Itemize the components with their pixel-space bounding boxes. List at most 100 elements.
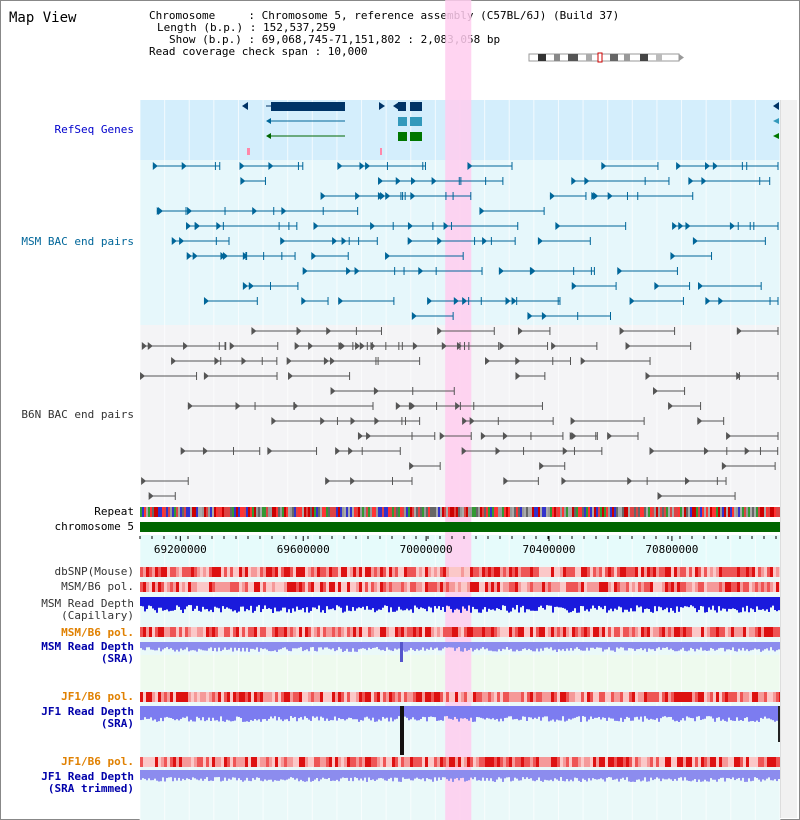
jf1-read-depth-sra-label[interactable]: JF1 Read Depth (SRA) <box>41 706 134 730</box>
repeat-segment <box>634 507 636 517</box>
chromosome-ideogram[interactable] <box>528 52 684 63</box>
repeat-segment <box>696 507 698 517</box>
vertical-scrollbar[interactable] <box>780 100 797 818</box>
repeat-segment <box>652 507 654 517</box>
msm-read-depth-capillary-label[interactable]: MSM Read Depth (Capillary) <box>41 598 134 622</box>
msm-capillary-depth-bar <box>746 597 748 606</box>
msm-capillary-depth-bar <box>644 597 646 610</box>
jf1-b6-pol2-cell <box>461 757 464 767</box>
msm-capillary-depth-bar <box>768 597 770 612</box>
jf1-trimmed-depth-bar <box>264 770 266 780</box>
refseq-genes-label[interactable]: RefSeq Genes <box>54 123 134 136</box>
msm-capillary-depth-bar <box>142 597 144 607</box>
msm-capillary-depth-bar <box>666 597 668 608</box>
msm-capillary-depth-bar <box>362 597 364 607</box>
msm-capillary-depth-bar <box>610 597 612 609</box>
msm-bac-end <box>378 177 384 185</box>
msm-capillary-depth-bar <box>618 597 620 607</box>
msm-sra-depth-bar <box>288 642 290 651</box>
repeat-segment <box>766 507 768 517</box>
b6n-bac-end-pairs-label[interactable]: B6N BAC end pairs <box>21 408 134 421</box>
jf1-read-depth-trimmed-label[interactable]: JF1 Read Depth (SRA trimmed) <box>41 771 134 795</box>
msm-b6-pol2-cell <box>470 627 473 637</box>
jf1-trimmed-depth-bar <box>436 770 438 781</box>
b6n-bac-end <box>569 432 575 440</box>
repeat-segment <box>632 507 634 517</box>
msm-capillary-depth-bar <box>254 597 256 611</box>
jf1-sra-depth-bar <box>466 706 468 720</box>
msm-sra-depth-bar <box>552 642 554 651</box>
msm-b6-pol2-cell <box>530 627 533 637</box>
msm-sra-depth-bar <box>278 642 280 650</box>
repeat-segment <box>742 507 744 517</box>
msm-sra-depth-bar <box>506 642 508 648</box>
dbsnp-mouse-label[interactable]: dbSNP(Mouse) <box>54 565 134 578</box>
msm-sra-depth-bar <box>338 642 340 648</box>
msm-sra-depth-bar <box>244 642 246 652</box>
msm-b6-pol-cell <box>149 582 152 592</box>
dbsnp-cell <box>296 567 299 577</box>
jf1-sra-depth-bar <box>346 706 348 720</box>
msm-capillary-depth-bar <box>184 597 186 610</box>
msm-b6-pol-2-label[interactable]: MSM/B6 pol. <box>61 626 134 639</box>
jf1-b6-pol2-cell <box>539 757 542 767</box>
dbsnp-cell <box>707 567 710 577</box>
jf1-b6-pol2-cell <box>485 757 488 767</box>
msm-sra-depth-bar <box>444 642 446 648</box>
msm-b6-pol-cell <box>464 582 467 592</box>
repeat-segment <box>752 507 754 517</box>
b6n-bac-end <box>148 492 154 500</box>
jf1-sra-depth-bar <box>658 706 660 722</box>
msm-sra-depth-bar <box>572 642 574 651</box>
repeat-segment <box>212 507 214 517</box>
msm-sra-depth-bar <box>170 642 172 649</box>
jf1-b6-pol-cell <box>413 692 416 702</box>
msm-b6-pol-cell <box>227 582 230 592</box>
msm-bac-end <box>355 192 361 200</box>
msm-read-depth-sra-label[interactable]: MSM Read Depth (SRA) <box>41 641 134 665</box>
msm-sra-depth-bar <box>150 642 152 650</box>
jf1-trimmed-depth-bar <box>246 770 248 778</box>
dbsnp-cell <box>350 567 353 577</box>
jf1-sra-depth-bar <box>634 706 636 718</box>
msm-b6-pol-label[interactable]: MSM/B6 pol. <box>61 580 134 593</box>
repeat-segment <box>746 507 748 517</box>
b6n-bac-end <box>183 342 189 350</box>
repeat-segment <box>324 507 326 517</box>
msm-bac-end <box>346 267 352 275</box>
msm-b6-pol-cell <box>452 582 455 592</box>
msm-b6-pol-cell <box>569 582 572 592</box>
msm-b6-pol2-cell <box>770 627 773 637</box>
jf1-sra-depth-bar <box>600 706 602 720</box>
jf1-b6-pol-cell <box>602 692 605 702</box>
jf1-b6-pol2-cell <box>329 757 332 767</box>
msm-capillary-depth-bar <box>242 597 244 607</box>
msm-bac-end <box>541 312 547 320</box>
jf1-trimmed-depth-bar <box>616 770 618 779</box>
msm-capillary-depth-bar <box>312 597 314 608</box>
jf1-trimmed-depth-bar <box>430 770 432 780</box>
msm-b6-pol-cell <box>236 582 239 592</box>
msm-capillary-depth-bar <box>266 597 268 609</box>
b6n-bac-end <box>325 477 331 485</box>
msm-sra-depth-bar <box>564 642 566 652</box>
msm-bac-end-pairs-label[interactable]: MSM BAC end pairs <box>21 235 134 248</box>
jf1-sra-depth-bar <box>194 706 196 722</box>
msm-b6-pol-cell <box>677 582 680 592</box>
repeat-segment <box>484 507 486 517</box>
msm-capillary-depth-bar <box>724 597 726 609</box>
repeat-segment <box>340 507 342 517</box>
msm-sra-depth-bar <box>410 642 412 648</box>
msm-bac-end <box>688 177 694 185</box>
dbsnp-cell <box>269 567 272 577</box>
jf1-b6-pol-label[interactable]: JF1/B6 pol. <box>61 690 134 703</box>
jf1-b6-pol-2-label[interactable]: JF1/B6 pol. <box>61 755 134 768</box>
jf1-sra-depth-bar <box>464 706 466 719</box>
repeat-segment <box>670 507 672 517</box>
repeat-segment <box>712 507 714 517</box>
msm-b6-pol-cell <box>392 582 395 592</box>
msm-sra-depth-bar <box>706 642 708 651</box>
msm-b6-pol-cell <box>431 582 434 592</box>
jf1-sra-depth-bar <box>314 706 316 718</box>
